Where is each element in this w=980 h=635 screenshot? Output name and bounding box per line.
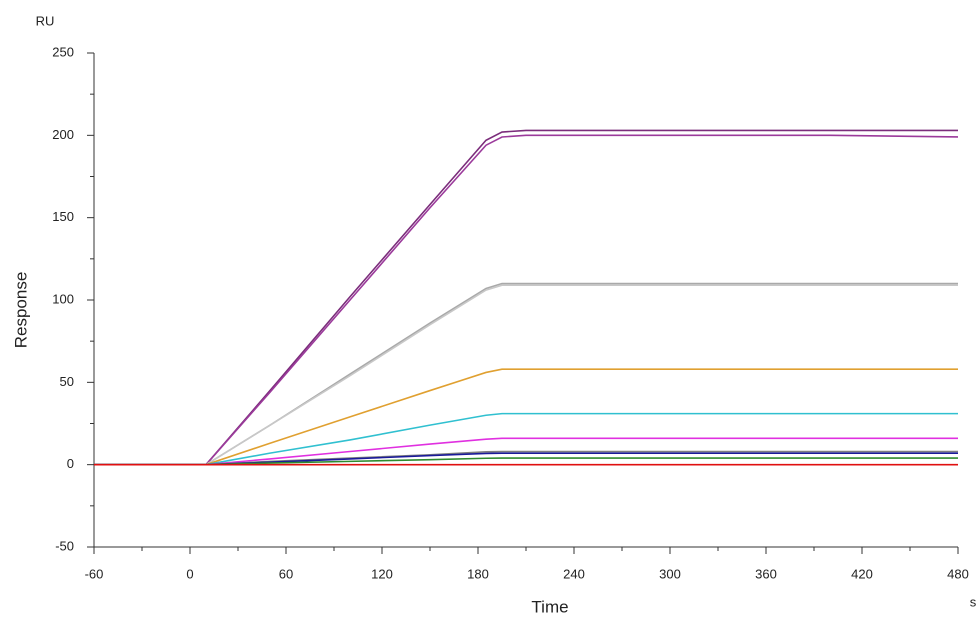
series-line [94,457,958,466]
y-tick-label: 100 [52,291,74,306]
y-tick-label: 200 [52,127,74,142]
x-tick-label: 120 [371,566,393,581]
y-tick-label: 50 [60,374,74,389]
x-axis-title: Time [531,597,568,616]
y-unit: RU [36,13,55,28]
y-tick-label: 150 [52,209,74,224]
series-line [94,437,958,466]
x-tick-label: 180 [467,566,489,581]
y-tick-label: 0 [67,456,74,471]
series-line [94,282,958,466]
x-tick-label: 60 [279,566,293,581]
x-tick-label: 480 [947,566,969,581]
x-tick-label: 0 [186,566,193,581]
series-line [94,284,958,466]
y-axis-title: Response [11,272,30,349]
series-line [94,129,958,466]
y-tick-label: -50 [55,538,74,553]
x-tick-label: 420 [851,566,873,581]
x-tick-label: 240 [563,566,585,581]
x-unit: s [970,594,977,609]
series-line [94,368,958,466]
series-line [94,412,958,466]
x-tick-label: -60 [85,566,104,581]
series-line [94,134,959,466]
x-tick-label: 360 [755,566,777,581]
x-tick-label: 300 [659,566,681,581]
y-tick-label: 250 [52,44,74,59]
